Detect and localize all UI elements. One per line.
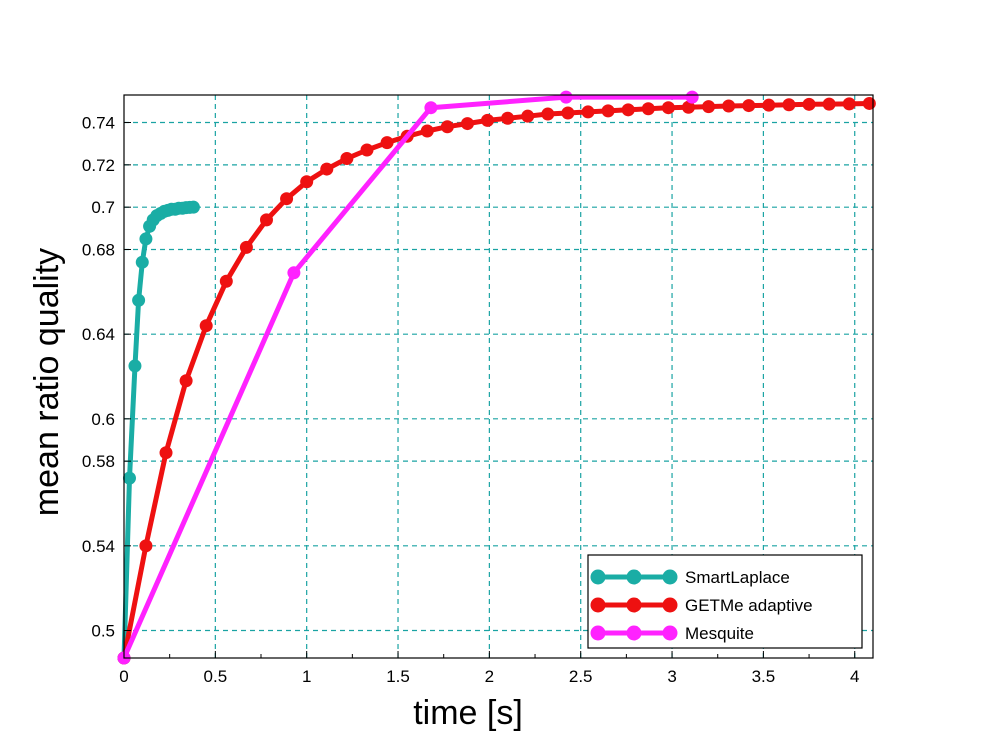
data-point [702, 100, 716, 114]
data-point [641, 102, 655, 116]
x-tick-label: 2.5 [569, 667, 593, 686]
y-tick-label: 0.58 [82, 452, 115, 471]
plot-frame [123, 94, 874, 659]
data-point [239, 240, 253, 254]
data-point [685, 90, 699, 104]
data-point [460, 117, 474, 131]
x-tick-label: 2 [485, 667, 494, 686]
data-point [722, 99, 736, 113]
data-point [842, 97, 856, 111]
legend-swatch-marker [662, 597, 678, 613]
y-tick-label: 0.74 [82, 114, 115, 133]
legend-label: GETMe adaptive [685, 596, 813, 615]
data-point [481, 113, 495, 127]
legend-swatch-marker [590, 625, 606, 641]
x-tick-label: 0.5 [204, 667, 228, 686]
legend-label: SmartLaplace [685, 568, 790, 587]
data-point [380, 136, 394, 150]
data-point [420, 124, 434, 138]
data-point [219, 274, 233, 288]
data-point [440, 120, 454, 134]
legend-entry: GETMe adaptive [590, 596, 813, 615]
data-point [424, 101, 438, 115]
x-tick-label: 0 [119, 667, 128, 686]
data-point [762, 98, 776, 112]
data-point [621, 103, 635, 117]
data-point [139, 539, 153, 553]
series-getme-adaptive [117, 96, 876, 665]
legend-entry: SmartLaplace [590, 568, 790, 587]
legend-swatch-marker [662, 625, 678, 641]
data-point [802, 97, 816, 111]
data-point [501, 111, 515, 125]
y-tick-label: 0.64 [82, 325, 115, 344]
ticks: 0 0.5 1 1.5 2 2.5 3 3.5 4 0.5 0.54 0.58 0.6 0.64 0.68 0… [82, 114, 860, 686]
y-tick-label: 0.6 [91, 410, 115, 429]
data-point [862, 96, 876, 110]
data-point [742, 99, 756, 113]
y-tick-label: 0.5 [91, 621, 115, 640]
x-tick-label: 4 [850, 667, 859, 686]
y-tick-label: 0.72 [82, 156, 115, 175]
legend: SmartLaplace GETMe adaptive Mesquite [587, 554, 863, 649]
legend-swatch-marker [662, 569, 678, 585]
data-point [340, 151, 354, 165]
y-tick-label: 0.68 [82, 241, 115, 260]
data-point [561, 106, 575, 120]
data-point [320, 162, 334, 176]
legend-entry: Mesquite [590, 624, 754, 643]
data-point [259, 213, 273, 227]
legend-swatch-marker [626, 597, 642, 613]
data-point [541, 107, 555, 121]
x-axis-title: time [s] [413, 694, 523, 732]
legend-swatch-marker [626, 569, 642, 585]
data-point [179, 374, 193, 388]
data-point [581, 105, 595, 119]
data-point [199, 319, 213, 333]
x-tick-label: 1 [302, 667, 311, 686]
data-point [159, 446, 173, 460]
legend-swatch-marker [590, 569, 606, 585]
data-point [661, 101, 675, 115]
data-point [521, 109, 535, 123]
data-point [128, 359, 142, 373]
data-point [360, 143, 374, 157]
y-axis-title: mean ratio quality [28, 248, 66, 516]
legend-swatch-marker [626, 625, 642, 641]
data-point [280, 192, 294, 206]
data-point [122, 471, 136, 485]
data-point [287, 266, 301, 280]
legend-label: Mesquite [685, 624, 754, 643]
data-point [822, 97, 836, 111]
data-point [132, 293, 146, 307]
x-tick-label: 3 [667, 667, 676, 686]
x-tick-label: 1.5 [386, 667, 410, 686]
data-point [559, 90, 573, 104]
y-tick-label: 0.7 [91, 198, 115, 217]
y-tick-label: 0.54 [82, 537, 115, 556]
data-point [782, 98, 796, 112]
series-layer [117, 90, 876, 665]
data-point [681, 100, 695, 114]
data-point [139, 232, 153, 246]
legend-swatch-marker [590, 597, 606, 613]
data-point [300, 175, 314, 189]
data-point [186, 200, 200, 214]
x-tick-label: 3.5 [752, 667, 776, 686]
data-point [601, 104, 615, 118]
data-point [135, 255, 149, 269]
series-smartlaplace [117, 200, 200, 665]
